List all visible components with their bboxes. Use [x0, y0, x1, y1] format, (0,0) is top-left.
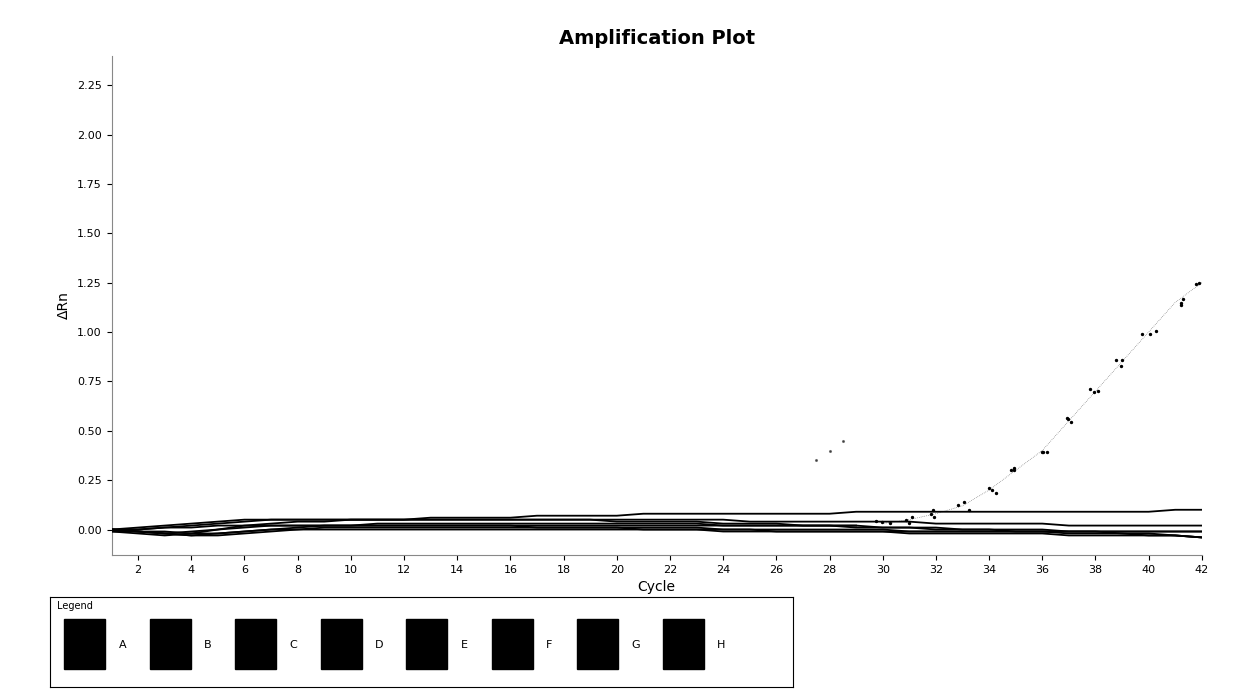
Text: Legend: Legend [57, 601, 93, 611]
Bar [321, 619, 362, 669]
Point [1131, 328, 1151, 339]
Point [1080, 384, 1100, 395]
Point [986, 487, 1006, 498]
Bar [492, 619, 533, 669]
Point [1171, 297, 1191, 308]
Point [820, 445, 840, 456]
Point [900, 518, 919, 529]
Text: D: D [375, 640, 384, 650]
Point [866, 516, 886, 527]
Y-axis label: ΔRn: ΔRn [57, 291, 72, 319]
Point [1004, 465, 1023, 476]
Point [896, 514, 916, 525]
Bar [663, 619, 704, 669]
Point [980, 482, 1000, 493]
Point [1111, 360, 1131, 371]
Point [1084, 387, 1104, 398]
Point [881, 518, 901, 529]
Point [1113, 355, 1132, 366]
Point [923, 505, 943, 516]
Text: C: C [290, 640, 297, 650]
Title: Amplification Plot: Amplification Plot [559, 29, 755, 49]
Point [1173, 294, 1193, 305]
Point [948, 500, 968, 511]
Point [1140, 328, 1160, 339]
Point [1058, 412, 1078, 423]
Text: A: A [119, 640, 126, 650]
Point [1146, 325, 1166, 336]
Point [1189, 278, 1209, 289]
Text: B: B [204, 640, 212, 650]
Point [1032, 446, 1052, 457]
Point [872, 516, 892, 527]
Point [1004, 462, 1023, 473]
Point [924, 511, 944, 523]
Text: F: F [546, 640, 553, 650]
Point [1196, 277, 1215, 288]
Point [833, 435, 852, 446]
Bar [406, 619, 447, 669]
Point [1186, 278, 1206, 289]
Point [902, 511, 922, 523]
Text: H: H [717, 640, 726, 650]
Point [1037, 446, 1057, 457]
Bar [64, 619, 105, 669]
Point [959, 504, 979, 515]
Point [954, 497, 974, 508]
Bar [150, 619, 191, 669]
Point [807, 455, 826, 466]
Point [1001, 465, 1021, 476]
Bar [235, 619, 276, 669]
Point [1058, 414, 1078, 425]
Point [1088, 386, 1108, 397]
Text: E: E [461, 640, 467, 650]
X-axis label: Cycle: Cycle [638, 580, 675, 595]
Point [1062, 416, 1082, 428]
Point [1105, 355, 1125, 366]
Point [981, 484, 1001, 496]
Point [1171, 300, 1191, 311]
Point [922, 509, 942, 520]
Point [1033, 447, 1053, 458]
Text: G: G [632, 640, 641, 650]
Bar [577, 619, 618, 669]
